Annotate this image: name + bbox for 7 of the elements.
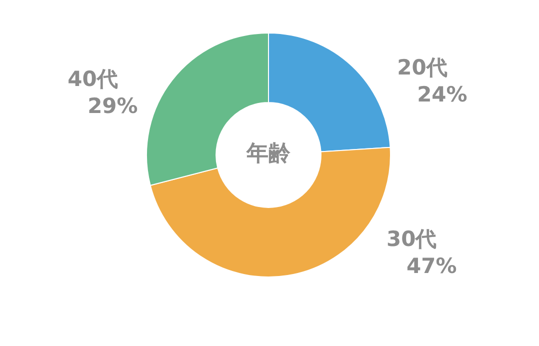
data-label: 47%: [406, 254, 457, 278]
slice-label: 30代: [386, 227, 437, 252]
slice-label: 40代: [68, 67, 118, 92]
slice-label: 20代: [397, 56, 448, 80]
text: 年齢: [246, 142, 292, 167]
data-label: 24%: [417, 82, 468, 107]
data-label: 29%: [88, 94, 138, 118]
